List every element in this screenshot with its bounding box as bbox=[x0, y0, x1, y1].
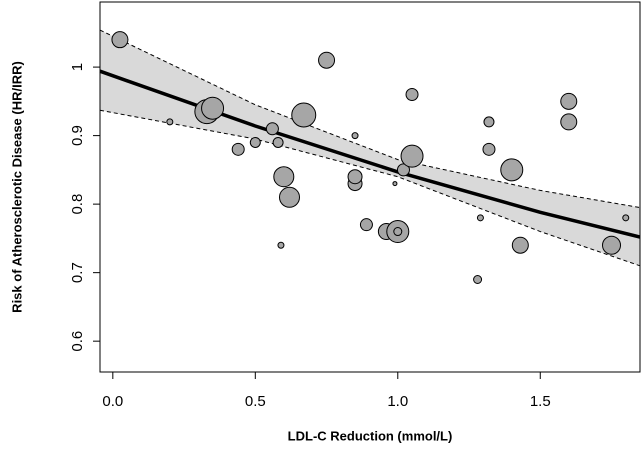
confidence-band bbox=[100, 30, 640, 266]
y-axis-title: Risk of Atherosclerotic Disease (HR/IRR) bbox=[9, 61, 24, 313]
point bbox=[396, 163, 410, 177]
point bbox=[482, 142, 496, 156]
point bbox=[277, 241, 285, 249]
lower-bound bbox=[99, 109, 641, 267]
x-tick-label: 1.0 bbox=[387, 393, 408, 410]
point bbox=[400, 144, 424, 168]
point bbox=[560, 113, 578, 131]
point bbox=[347, 169, 363, 185]
y-tick-label: 0.9 bbox=[69, 125, 86, 146]
x-tick-label: 1.5 bbox=[530, 393, 551, 410]
point bbox=[473, 275, 483, 284]
x-tick-label: 0.5 bbox=[245, 393, 266, 410]
point bbox=[166, 118, 174, 126]
point bbox=[500, 158, 524, 182]
y-tick-label: 0.7 bbox=[69, 262, 86, 283]
point bbox=[602, 235, 622, 255]
y-tick-label: 0.8 bbox=[69, 194, 86, 215]
point bbox=[291, 102, 317, 128]
point bbox=[622, 214, 630, 222]
point bbox=[392, 181, 398, 187]
y-tick-label: 1 bbox=[69, 63, 86, 71]
point bbox=[351, 132, 359, 140]
point bbox=[560, 92, 578, 110]
point bbox=[278, 186, 300, 208]
x-tick-label: 0.0 bbox=[102, 393, 123, 410]
point bbox=[111, 31, 129, 49]
x-axis-title: LDL-C Reduction (mmol/L) bbox=[288, 428, 453, 443]
point bbox=[272, 136, 284, 148]
point bbox=[273, 166, 295, 188]
upper-bound bbox=[99, 29, 641, 209]
plot-frame bbox=[99, 1, 641, 373]
point bbox=[265, 122, 279, 136]
point bbox=[476, 214, 484, 222]
point bbox=[201, 96, 225, 120]
y-tick-label: 0.6 bbox=[69, 331, 86, 352]
point bbox=[318, 51, 336, 69]
point bbox=[483, 116, 495, 128]
point bbox=[393, 227, 403, 237]
point bbox=[405, 88, 419, 101]
point bbox=[231, 142, 245, 156]
point bbox=[249, 136, 261, 148]
point bbox=[359, 218, 373, 232]
point bbox=[511, 236, 529, 254]
